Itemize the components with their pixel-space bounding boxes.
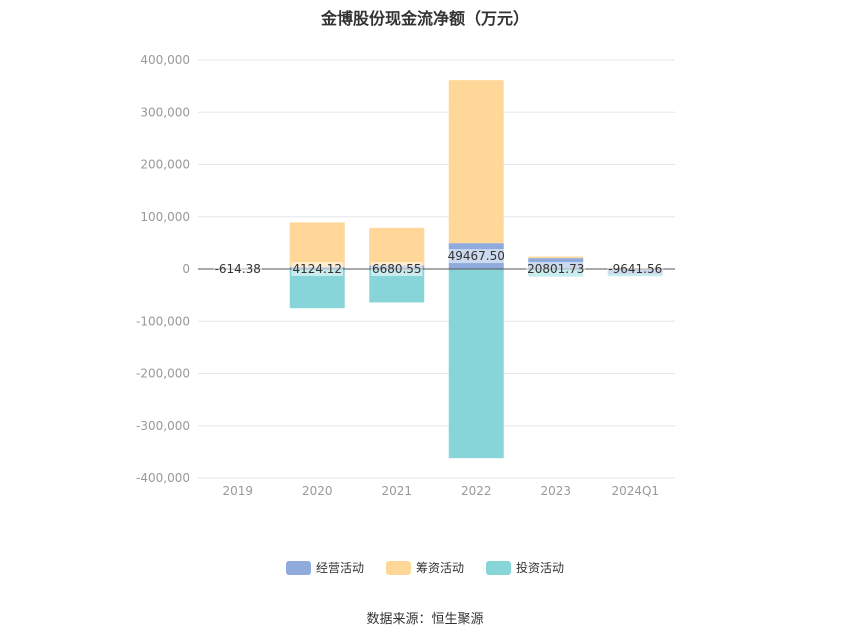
axis-layer: 400,000 300,000 200,000 100,000 0 -100,000 -20… — [136, 53, 675, 498]
legend-item-investing[interactable]: 投资活动 — [486, 559, 564, 576]
legend-swatch — [486, 560, 511, 575]
data-label-bg — [213, 262, 262, 276]
data-label: 49467.50 — [448, 249, 505, 263]
bar-financing — [369, 227, 425, 266]
data-label: -9641.56 — [608, 262, 662, 276]
data-label: 4124.12 — [292, 262, 342, 276]
y-tick-label: 300,000 — [140, 105, 190, 119]
legend-label: 投资活动 — [516, 561, 565, 575]
legend-swatch — [385, 560, 411, 575]
data-label-bg — [607, 262, 664, 276]
data-label: -614.38 — [215, 262, 261, 276]
x-tick-label: 2019 — [222, 484, 253, 498]
data-label: 20801.73 — [527, 262, 584, 276]
y-tick-label: 200,000 — [140, 158, 190, 172]
x-tick-label: 2022 — [461, 484, 492, 498]
label-layer: -614.38 4124.12 6680.55 49467.50 20801.73 -96… — [213, 249, 664, 276]
bar-financing — [289, 222, 345, 267]
x-tick-label: 2023 — [540, 484, 571, 498]
x-tick-label: 2021 — [381, 484, 412, 498]
legend-item-financing[interactable]: 筹资活动 — [385, 559, 464, 576]
data-label-bg — [526, 262, 586, 276]
data-label-bg — [370, 262, 423, 276]
legend-label: 筹资活动 — [415, 561, 464, 575]
y-tick-label: -300,000 — [136, 419, 190, 433]
source-note: 数据来源：恒生聚源 — [366, 612, 484, 627]
legend-label: 经营活动 — [315, 561, 364, 575]
bar-investing — [448, 269, 504, 459]
bar-financing — [528, 256, 584, 259]
y-tick-label: -100,000 — [136, 314, 190, 328]
data-label: 6680.55 — [372, 262, 422, 276]
y-tick-label: -200,000 — [136, 367, 190, 381]
grid-layer — [198, 59, 675, 479]
data-label-bg — [291, 262, 344, 276]
y-tick-label: 100,000 — [140, 210, 190, 224]
y-tick-label: 0 — [182, 262, 190, 276]
legend: 经营活动 筹资活动 投资活动 — [0, 559, 850, 576]
bar-financing — [448, 80, 504, 244]
x-tick-label: 2020 — [302, 484, 333, 498]
y-tick-label: -400,000 — [136, 471, 190, 485]
y-tick-label: 400,000 — [140, 53, 190, 67]
chart-title: 金博股份现金流净额（万元） — [320, 9, 529, 28]
x-tick-label: 2024Q1 — [611, 484, 659, 498]
data-label-bg — [446, 249, 506, 264]
legend-item-operating[interactable]: 经营活动 — [285, 559, 364, 576]
legend-swatch — [285, 560, 311, 575]
